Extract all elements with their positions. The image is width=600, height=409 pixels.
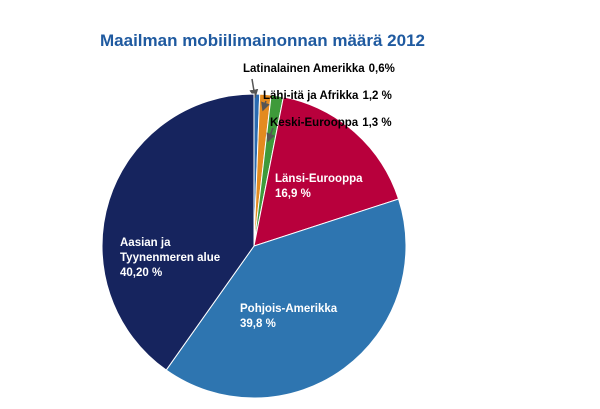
slice-label: Lähi-itä ja Afrikka 1,2 % bbox=[263, 89, 392, 104]
value-label: 16,9 % bbox=[275, 188, 311, 200]
value-label: 0,6% bbox=[368, 63, 395, 75]
slice-label: Latinalainen Amerikka 0,6% bbox=[243, 62, 395, 77]
value-label: 1,3 % bbox=[362, 117, 392, 129]
category-label: Keski-Eurooppa bbox=[270, 117, 359, 129]
slice-label: Keski-Eurooppa 1,3 % bbox=[270, 116, 392, 131]
slice-label: Länsi-Eurooppa 16,9 % bbox=[275, 172, 363, 202]
chart-title: Maailman mobiilimainonnan määrä 2012 bbox=[100, 31, 426, 50]
category-label: Länsi-Eurooppa bbox=[275, 173, 363, 185]
value-label: 39,8 % bbox=[240, 318, 276, 330]
leader-arrow bbox=[261, 100, 270, 112]
leader-arrow bbox=[266, 127, 275, 143]
category-label: Pohjois-Amerikka bbox=[240, 303, 338, 315]
slice-label: Aasian ja Tyynenmeren alue 40,20 % bbox=[120, 236, 228, 281]
pie-slice bbox=[101, 93, 255, 371]
pie-slice bbox=[165, 198, 407, 399]
category-label: Lähi-itä ja Afrikka bbox=[263, 90, 359, 102]
value-label: 40,20 % bbox=[120, 267, 163, 279]
value-label: 1,2 % bbox=[362, 90, 392, 102]
category-label: Aasian ja Tyynenmeren alue bbox=[120, 237, 221, 264]
category-label: Latinalainen Amerikka bbox=[243, 63, 365, 75]
pie-slice bbox=[253, 96, 400, 247]
slice-label: Pohjois-Amerikka 39,8 % bbox=[240, 302, 337, 332]
